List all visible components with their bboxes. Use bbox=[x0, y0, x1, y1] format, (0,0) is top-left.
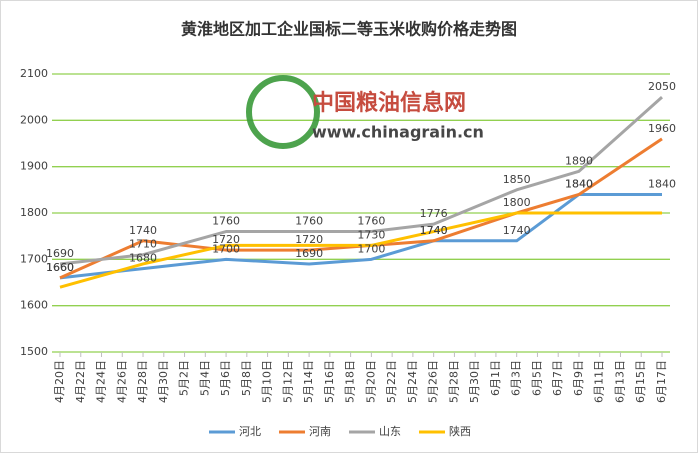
x-tick-label: 6月9日 bbox=[572, 360, 585, 396]
x-tick-label: 4月24日 bbox=[95, 360, 108, 403]
x-tick-label: 5月26日 bbox=[427, 360, 440, 403]
x-tick-label: 5月12日 bbox=[281, 360, 294, 403]
watermark-name: 中国粮油信息网 bbox=[312, 90, 466, 116]
data-label: 1740 bbox=[129, 224, 157, 237]
x-tick-label: 5月22日 bbox=[385, 360, 398, 403]
data-label: 1690 bbox=[295, 247, 323, 260]
chart-title: 黄淮地区加工企业国标二等玉米收购价格走势图 bbox=[181, 20, 517, 39]
x-tick-label: 4月28日 bbox=[136, 360, 149, 403]
x-tick-label: 5月2日 bbox=[178, 360, 191, 396]
data-label: 1776 bbox=[420, 207, 448, 220]
x-tick-label: 6月17日 bbox=[655, 360, 668, 403]
data-label: 1840 bbox=[565, 177, 593, 190]
data-label: 1660 bbox=[46, 261, 74, 274]
legend-label: 河南 bbox=[309, 425, 331, 438]
logo bbox=[246, 75, 320, 149]
data-label: 1960 bbox=[648, 122, 676, 135]
data-label: 1740 bbox=[420, 224, 448, 237]
x-tick-label: 5月20日 bbox=[364, 360, 377, 403]
x-tick-label: 5月10日 bbox=[261, 360, 274, 403]
y-tick-label: 2100 bbox=[20, 67, 48, 80]
x-tick-label: 6月11日 bbox=[593, 360, 606, 403]
data-label: 1680 bbox=[129, 252, 157, 265]
data-label: 1660 bbox=[46, 261, 74, 274]
data-label: 1740 bbox=[503, 224, 531, 237]
data-label: 1760 bbox=[295, 215, 323, 228]
series-line bbox=[59, 96, 663, 266]
y-tick-label: 1900 bbox=[20, 160, 48, 173]
data-label: 1800 bbox=[503, 196, 531, 209]
data-label: 1720 bbox=[212, 233, 240, 246]
data-label: 1760 bbox=[212, 215, 240, 228]
watermark-url: www.chinagrain.cn bbox=[312, 123, 484, 142]
x-tick-label: 5月6日 bbox=[219, 360, 232, 396]
legend-label: 山东 bbox=[379, 425, 401, 438]
data-label: 1840 bbox=[565, 177, 593, 190]
x-tick-label: 6月5日 bbox=[530, 360, 543, 396]
x-tick-label: 5月16日 bbox=[323, 360, 336, 403]
x-tick-label: 4月20日 bbox=[53, 360, 66, 403]
y-tick-label: 2000 bbox=[20, 113, 48, 126]
data-label: 1760 bbox=[357, 215, 385, 228]
x-tick-label: 6月3日 bbox=[510, 360, 523, 396]
x-tick-label: 4月22日 bbox=[74, 360, 87, 403]
data-label: 1700 bbox=[357, 242, 385, 255]
data-label: 1700 bbox=[212, 242, 240, 255]
y-tick-label: 1500 bbox=[20, 345, 48, 358]
data-label: 1840 bbox=[648, 177, 676, 190]
series-line bbox=[59, 211, 662, 289]
x-tick-label: 4月30日 bbox=[157, 360, 170, 403]
x-tick-label: 5月24日 bbox=[406, 360, 419, 403]
series-line bbox=[59, 192, 662, 280]
y-tick-label: 1700 bbox=[20, 252, 48, 265]
x-tick-label: 6月1日 bbox=[489, 360, 502, 396]
y-tick-label: 1800 bbox=[20, 206, 48, 219]
x-tick-label: 5月8日 bbox=[240, 360, 253, 396]
x-tick-label: 5月30日 bbox=[468, 360, 481, 403]
x-tick-label: 5月18日 bbox=[344, 360, 357, 403]
x-tick-label: 6月7日 bbox=[551, 360, 564, 396]
watermark: 中国粮油信息网 www.chinagrain.cn bbox=[246, 75, 484, 149]
x-tick-label: 6月13日 bbox=[613, 360, 626, 403]
legend-label: 河北 bbox=[239, 425, 261, 438]
data-label: 1890 bbox=[565, 154, 593, 167]
data-label: 2050 bbox=[648, 80, 676, 93]
data-label: 1850 bbox=[503, 173, 531, 186]
x-tick-label: 5月28日 bbox=[447, 360, 460, 403]
x-tick-label: 4月26日 bbox=[115, 360, 128, 403]
legend-label: 陕西 bbox=[449, 424, 471, 438]
data-label: 1740 bbox=[420, 224, 448, 237]
data-label: 1710 bbox=[129, 238, 157, 251]
data-label: 1720 bbox=[295, 233, 323, 246]
x-tick-label: 6月15日 bbox=[634, 360, 647, 403]
y-tick-label: 1600 bbox=[20, 299, 48, 312]
data-label: 1730 bbox=[357, 228, 385, 241]
x-tick-label: 5月4日 bbox=[198, 360, 211, 396]
data-label: 1690 bbox=[46, 247, 74, 260]
x-tick-label: 5月14日 bbox=[302, 360, 315, 403]
